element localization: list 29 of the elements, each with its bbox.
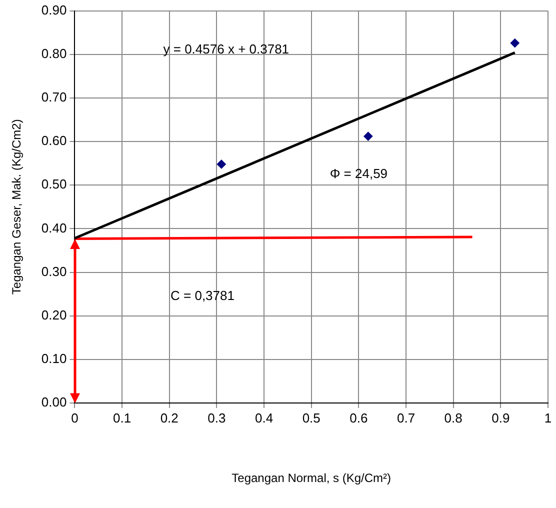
x-tick-label: 0.7 bbox=[396, 410, 416, 426]
y-tick-label: 0.60 bbox=[41, 133, 67, 148]
y-tick-label: 0.40 bbox=[41, 220, 67, 236]
x-tick-label: 0.6 bbox=[350, 410, 368, 426]
x-axis-title: Tegangan Normal, s (Kg/Cm²) bbox=[232, 471, 392, 486]
point bbox=[216, 160, 226, 169]
y-tick-label: 0.30 bbox=[41, 264, 67, 279]
x-tick-label: 0.2 bbox=[160, 410, 178, 426]
annotation: y = 0.4576 x + 0.3781 bbox=[163, 42, 290, 57]
x-tick-label: 0.3 bbox=[208, 410, 226, 426]
y-tick-label: 0.20 bbox=[41, 307, 67, 322]
x-tick-label: 0.5 bbox=[302, 410, 320, 426]
x-tick-label: 0.1 bbox=[112, 410, 132, 426]
x-tick-label: 0.8 bbox=[444, 410, 462, 426]
y-tick-label: 0.50 bbox=[41, 176, 67, 192]
y-tick-label: 0.10 bbox=[41, 351, 67, 366]
y-tick-label: 0.90 bbox=[41, 2, 67, 18]
annotation: C = 0,3781 bbox=[170, 288, 234, 303]
y-tick-label: 0.80 bbox=[41, 46, 67, 61]
x-tick-label: 0 bbox=[71, 410, 78, 426]
point bbox=[510, 38, 520, 48]
x-tick-label: 0.9 bbox=[492, 410, 510, 426]
annotation: Φ = 24,59 bbox=[330, 166, 388, 181]
y-tick-label: 0.00 bbox=[41, 394, 67, 410]
x-tick-label: 1 bbox=[544, 410, 552, 426]
y-tick-label: 0.70 bbox=[41, 90, 67, 105]
x-tick-label: 0.4 bbox=[254, 410, 274, 426]
y-axis-title: Tegangan Geser, Mak. (Kg/Cm2) bbox=[10, 119, 24, 295]
point bbox=[364, 132, 373, 141]
